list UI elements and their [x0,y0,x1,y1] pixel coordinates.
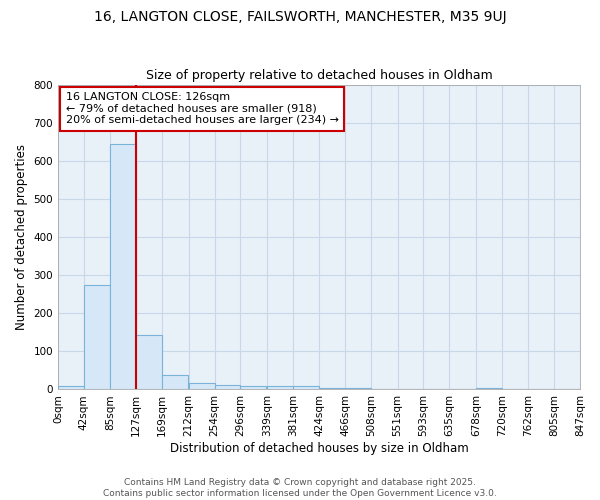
Bar [345,388,371,390]
Bar [215,385,241,390]
Text: Contains HM Land Registry data © Crown copyright and database right 2025.
Contai: Contains HM Land Registry data © Crown c… [103,478,497,498]
Bar [188,382,215,390]
Text: 16, LANGTON CLOSE, FAILSWORTH, MANCHESTER, M35 9UJ: 16, LANGTON CLOSE, FAILSWORTH, MANCHESTE… [94,10,506,24]
Bar [110,144,136,390]
Bar [241,386,266,390]
Bar [476,388,502,390]
Bar [136,335,162,390]
Bar [58,386,84,390]
Bar [162,375,188,390]
Bar [293,386,319,390]
Y-axis label: Number of detached properties: Number of detached properties [15,144,28,330]
Bar [319,388,345,390]
Bar [267,386,293,390]
Title: Size of property relative to detached houses in Oldham: Size of property relative to detached ho… [146,69,493,82]
Text: 16 LANGTON CLOSE: 126sqm
← 79% of detached houses are smaller (918)
20% of semi-: 16 LANGTON CLOSE: 126sqm ← 79% of detach… [66,92,339,126]
Bar [84,284,110,390]
X-axis label: Distribution of detached houses by size in Oldham: Distribution of detached houses by size … [170,442,469,455]
